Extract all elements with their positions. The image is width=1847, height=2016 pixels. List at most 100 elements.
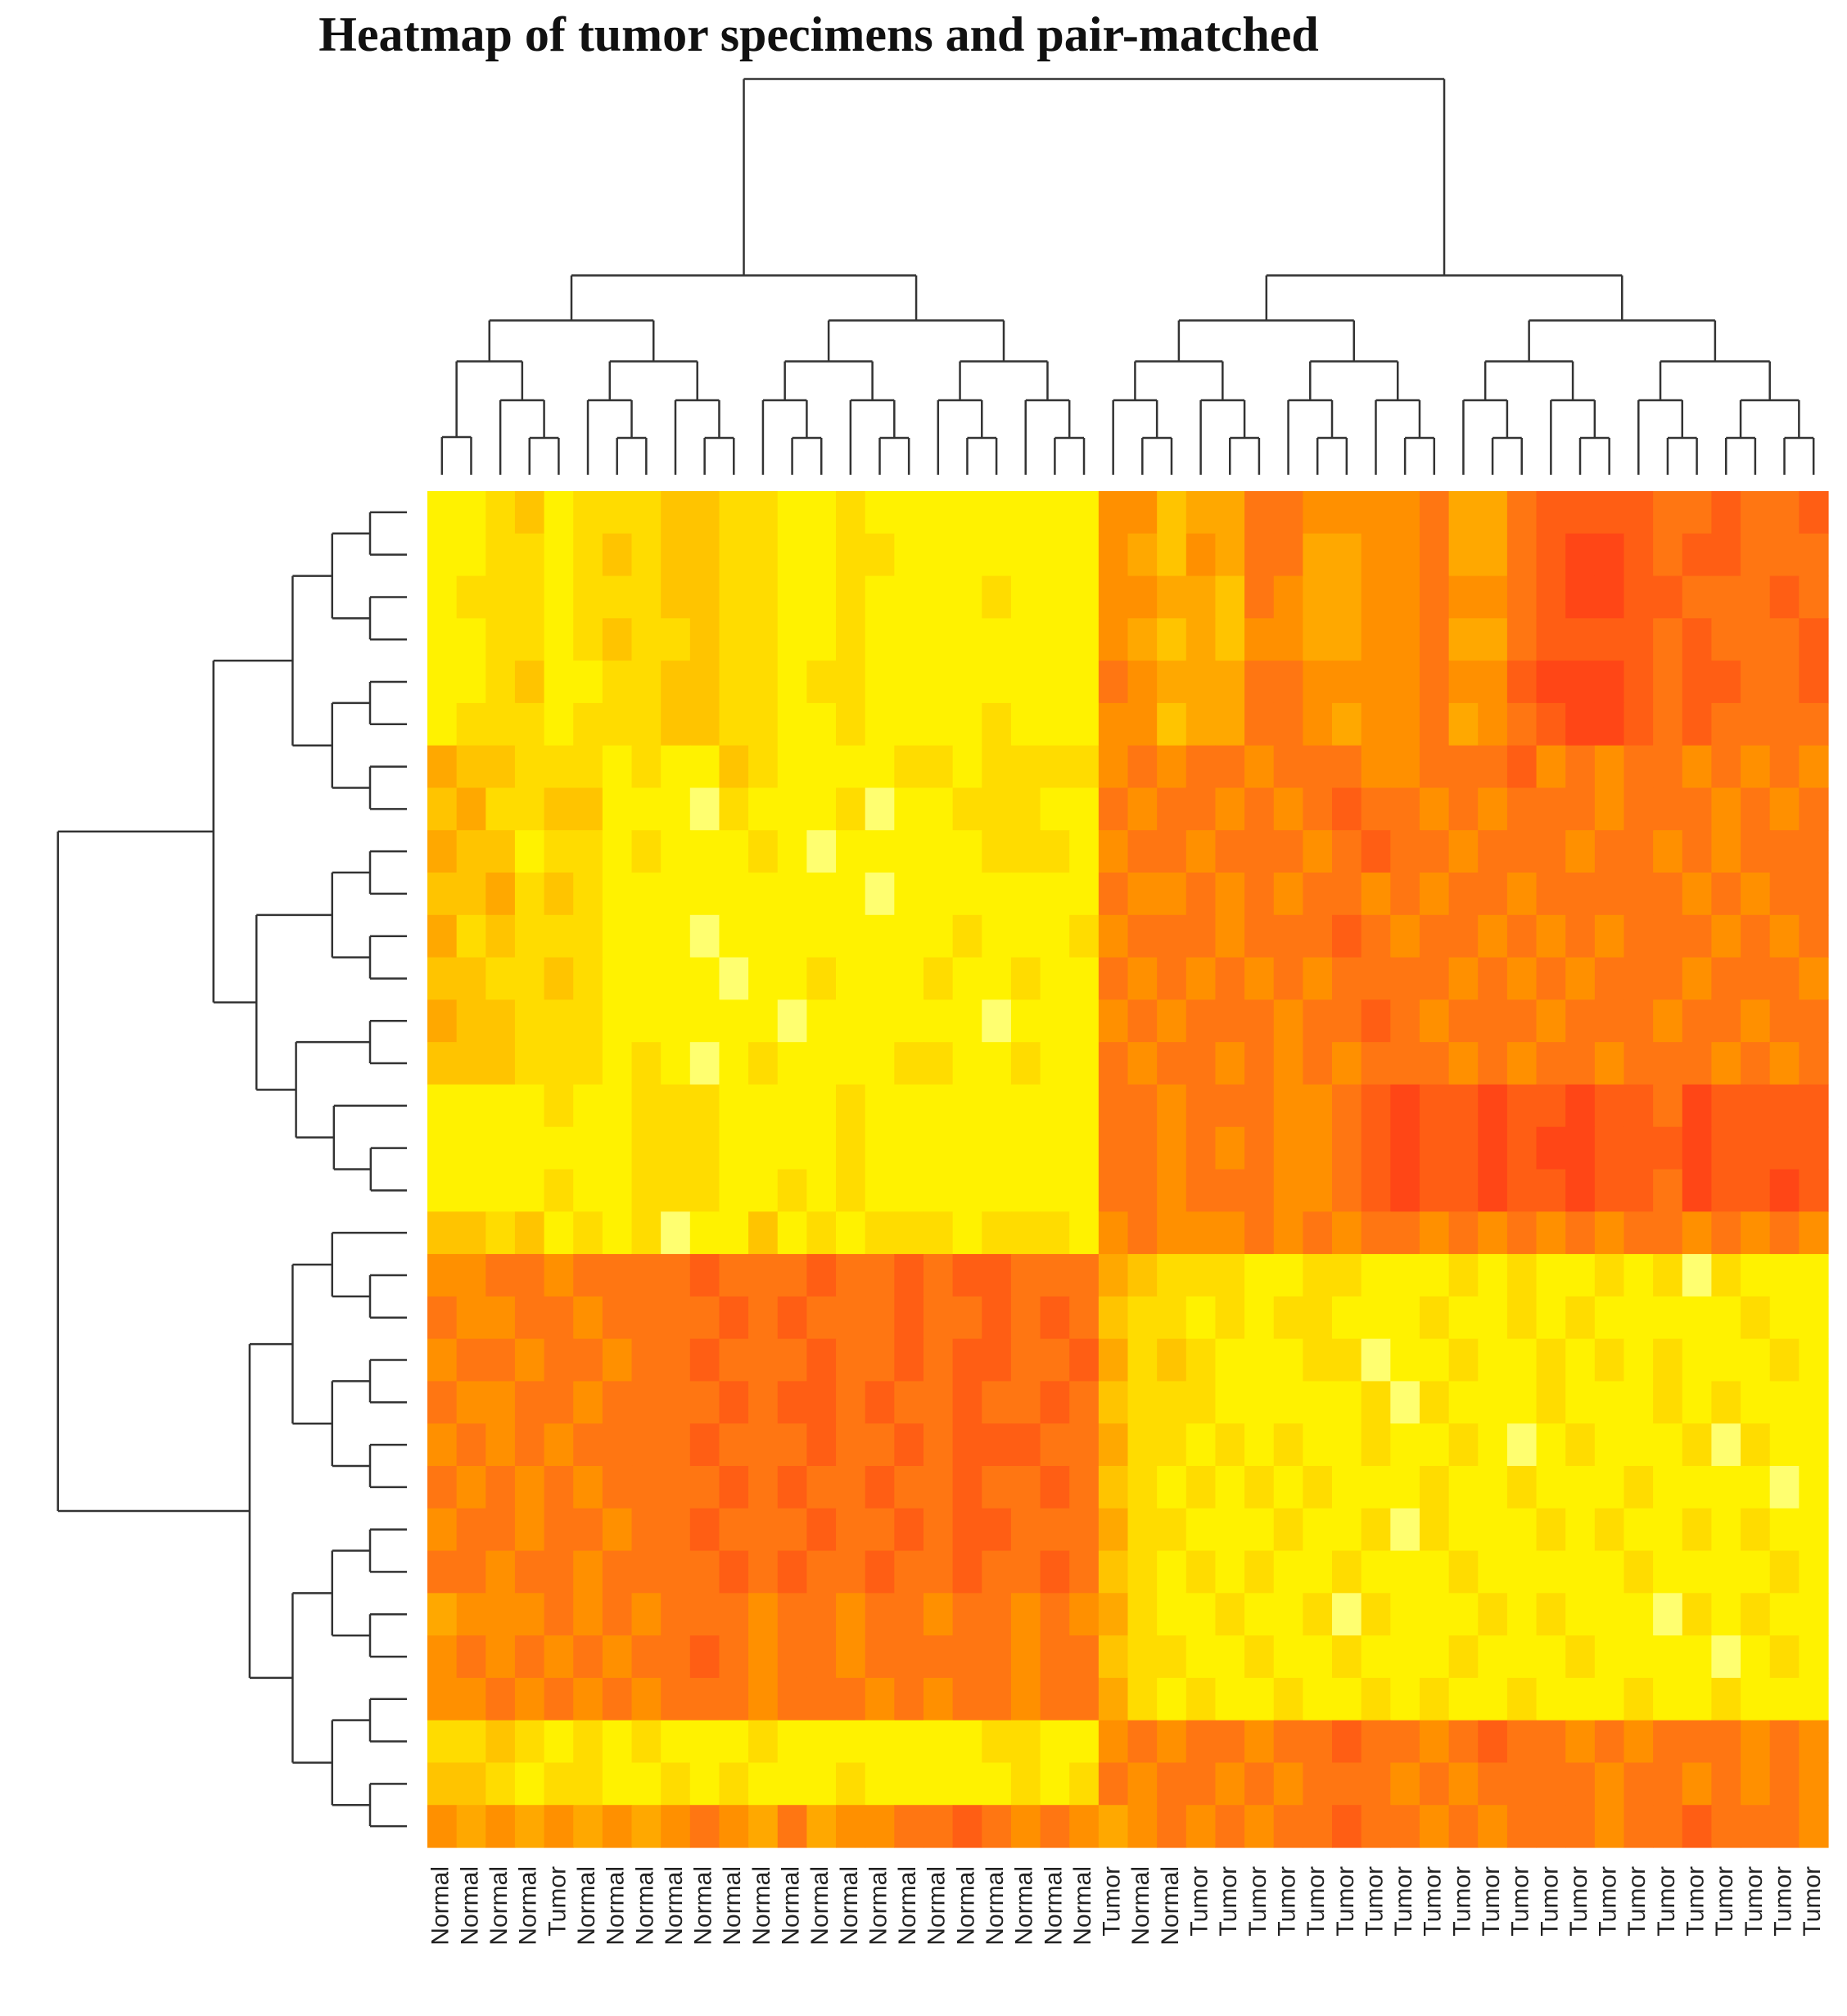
- heat-cell: [456, 702, 486, 746]
- heat-cell: [1185, 1677, 1217, 1721]
- heat-cell: [1273, 1042, 1303, 1085]
- column-label: Tumor: [1799, 1866, 1826, 1937]
- heat-cell: [952, 491, 982, 534]
- heat-cell: [1040, 533, 1070, 577]
- heat-cell: [1303, 1550, 1333, 1594]
- heat-cell: [1799, 745, 1829, 789]
- heat-cell: [1244, 1084, 1275, 1128]
- heat-cell: [1623, 1169, 1654, 1212]
- heat-cell: [1273, 873, 1303, 916]
- heat-cell: [1711, 1126, 1741, 1170]
- heat-cell: [777, 1720, 807, 1764]
- heat-cell: [806, 661, 837, 704]
- heat-cell: [1682, 533, 1713, 577]
- heat-cell: [719, 1084, 749, 1128]
- heat-cell: [1390, 1720, 1420, 1764]
- heat-cell: [1799, 491, 1829, 534]
- heat-cell: [1040, 957, 1070, 1000]
- heat-cell: [1448, 702, 1479, 746]
- heat-cell: [631, 1169, 662, 1212]
- heat-cell: [1010, 1169, 1041, 1212]
- heat-cell: [1653, 1338, 1683, 1382]
- heat-cell: [1623, 1720, 1654, 1764]
- heat-cell: [1215, 702, 1245, 746]
- heat-cell: [456, 1677, 486, 1721]
- heat-cell: [1361, 533, 1391, 577]
- column-label: Normal: [865, 1866, 892, 1946]
- heat-cell: [982, 491, 1012, 534]
- heat-cell: [1127, 1126, 1158, 1170]
- heat-cell: [1799, 1762, 1829, 1806]
- heat-cell: [1361, 1296, 1391, 1340]
- heat-cell: [836, 830, 866, 873]
- heat-cell: [1448, 1593, 1479, 1636]
- heat-cell: [1010, 830, 1041, 873]
- heat-cell: [923, 1805, 954, 1848]
- heat-cell: [1594, 1508, 1625, 1552]
- heat-cell: [1040, 575, 1070, 619]
- heat-cell: [1215, 1254, 1245, 1297]
- heat-cell: [689, 1677, 720, 1721]
- heat-cell: [544, 1254, 574, 1297]
- heat-cell: [602, 787, 633, 831]
- heat-cell: [661, 491, 691, 534]
- heat-cell: [1506, 830, 1538, 873]
- heat-cell: [923, 1720, 954, 1764]
- heat-cell: [1273, 1169, 1303, 1212]
- heat-cell: [982, 1550, 1012, 1594]
- heat-cell: [1069, 1762, 1100, 1806]
- heat-cell: [1361, 1720, 1391, 1764]
- heat-cell: [1127, 1677, 1158, 1721]
- heat-cell: [982, 575, 1012, 619]
- heat-cell: [1769, 1805, 1800, 1848]
- heat-cell: [485, 914, 516, 958]
- heat-cell: [894, 999, 924, 1043]
- heat-cell: [1711, 1593, 1741, 1636]
- heat-cell: [573, 873, 603, 916]
- heat-cell: [1419, 533, 1450, 577]
- heat-cell: [1185, 533, 1217, 577]
- heat-cell: [952, 957, 982, 1000]
- heat-cell: [1741, 999, 1771, 1043]
- heat-cell: [1594, 1211, 1625, 1255]
- heat-cell: [1303, 533, 1333, 577]
- heat-cell: [1361, 1465, 1391, 1509]
- heat-cell: [1010, 1254, 1041, 1297]
- heat-cell: [982, 1720, 1012, 1764]
- heat-cell: [894, 1338, 924, 1382]
- heat-cell: [1010, 1465, 1041, 1509]
- heat-cell: [1799, 661, 1829, 704]
- heat-cell: [1244, 491, 1275, 534]
- heat-cell: [1478, 575, 1508, 619]
- heat-cell: [427, 491, 458, 534]
- heat-cell: [1273, 914, 1303, 958]
- heat-cell: [1157, 1635, 1187, 1679]
- heat-cell: [1448, 1042, 1479, 1085]
- column-label: Normal: [806, 1866, 833, 1946]
- heat-cell: [456, 533, 486, 577]
- heat-cell: [427, 1296, 458, 1340]
- heat-cell: [1332, 1381, 1362, 1424]
- heat-cell: [1506, 1254, 1538, 1297]
- heat-cell: [1594, 1169, 1625, 1212]
- heat-cell: [689, 575, 720, 619]
- heat-cell: [1244, 1635, 1275, 1679]
- heat-cell: [1069, 1550, 1100, 1594]
- heat-cell: [1448, 618, 1479, 661]
- heat-cell: [689, 1550, 720, 1594]
- heat-cell: [1594, 957, 1625, 1000]
- heat-cell: [1741, 702, 1771, 746]
- heat-cell: [1244, 702, 1275, 746]
- heat-cell: [1215, 1211, 1245, 1255]
- heat-cell: [1332, 1677, 1362, 1721]
- heat-cell: [1185, 702, 1217, 746]
- heat-cell: [1769, 914, 1800, 958]
- heat-cell: [1623, 914, 1654, 958]
- heat-cell: [1098, 661, 1129, 704]
- heat-cell: [1506, 1550, 1538, 1594]
- heat-cell: [1244, 618, 1275, 661]
- heat-cell: [1623, 1635, 1654, 1679]
- heat-cell: [1711, 873, 1741, 916]
- heat-cell: [1506, 491, 1538, 534]
- heat-cell: [1040, 787, 1070, 831]
